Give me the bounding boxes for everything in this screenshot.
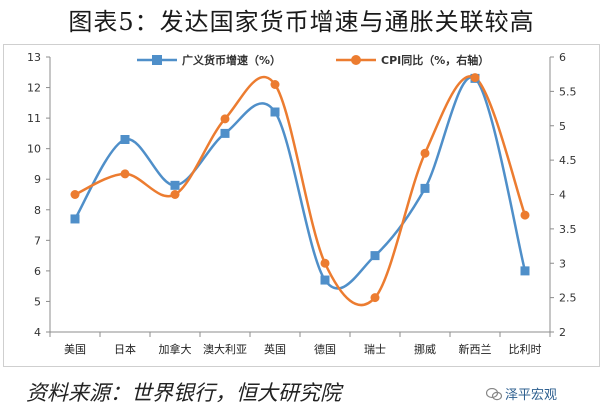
m2-growth-line [73, 75, 527, 290]
chart: 4 5 6 7 8 9 10 11 12 13 2 2.5 3 3.5 4 4.5 5 5.5 6 美国 日本 加拿大… [27, 51, 577, 356]
right-tick-label: 5 [559, 120, 566, 133]
cpi-point [470, 73, 480, 83]
right-tick-label: 5.5 [559, 85, 577, 98]
right-axis-ticks: 2 2.5 3 3.5 4 4.5 5 5.5 6 [550, 51, 577, 339]
category-labels: 美国 日本 加拿大 澳大利亚 英国 德国 瑞士 挪威 新西兰 比利时 [64, 342, 542, 356]
page-title: 图表5：发达国家货币增速与通胀关联较高 [68, 8, 535, 36]
category-label: 比利时 [509, 343, 542, 356]
right-tick-label: 4.5 [559, 154, 577, 167]
legend: 广义货币增速（%） CPI同比（%，右轴） [137, 53, 489, 67]
category-label: 美国 [64, 343, 86, 356]
left-tick-label: 12 [27, 82, 41, 95]
category-label: 加拿大 [159, 342, 192, 356]
m2-growth-point [370, 251, 380, 261]
m2-growth-point [270, 107, 280, 117]
wechat-icon [486, 388, 502, 401]
left-tick-label: 4 [34, 326, 41, 339]
category-label: 澳大利亚 [203, 342, 247, 356]
source-note: 资料来源：世界银行，恒大研究院 [26, 381, 341, 405]
right-tick-label: 3 [559, 257, 566, 270]
left-tick-label: 9 [34, 173, 41, 186]
legend-label-m2: 广义货币增速（%） [182, 53, 281, 67]
category-label: 瑞士 [364, 342, 386, 356]
cpi-point [220, 114, 230, 124]
category-label: 挪威 [414, 342, 436, 356]
cpi-point [70, 190, 80, 199]
series-markers [70, 73, 530, 303]
m2-growth-point [120, 135, 130, 144]
cpi-point [520, 210, 530, 220]
category-label: 德国 [314, 342, 336, 356]
left-tick-label: 6 [34, 265, 41, 278]
legend-marker-cpi [351, 55, 361, 65]
cpi-point [170, 190, 180, 199]
category-label: 日本 [114, 342, 136, 356]
right-tick-label: 2.5 [559, 292, 577, 305]
cpi-point [120, 169, 130, 179]
right-tick-label: 2 [559, 326, 566, 339]
left-tick-label: 10 [27, 143, 41, 156]
left-tick-label: 5 [34, 295, 41, 308]
left-axis-ticks: 4 5 6 7 8 9 10 11 12 13 [27, 51, 50, 339]
legend-marker-m2 [152, 55, 162, 65]
m2-growth-point [520, 266, 530, 276]
left-tick-label: 11 [27, 112, 41, 125]
watermark-text: 泽平宏观 [505, 388, 558, 403]
left-tick-label: 13 [27, 51, 41, 64]
m2-growth-point [220, 128, 230, 138]
category-label: 英国 [264, 342, 286, 356]
m2-growth-point [320, 275, 330, 285]
category-label: 新西兰 [459, 342, 492, 356]
right-tick-label: 3.5 [559, 223, 577, 236]
legend-label-cpi: CPI同比（%，右轴） [381, 53, 489, 67]
cpi-line [74, 75, 527, 307]
cpi-point [420, 148, 430, 158]
cpi-point [370, 293, 380, 303]
left-tick-label: 8 [34, 204, 41, 217]
m2-growth-point [420, 183, 430, 193]
m2-growth-point [70, 214, 80, 224]
series-lines [73, 75, 527, 307]
right-tick-label: 4 [559, 189, 566, 202]
m2-growth-point [170, 180, 180, 190]
cpi-point [270, 80, 280, 89]
left-tick-label: 7 [34, 234, 41, 247]
chart-frame [3, 44, 600, 367]
watermark: 泽平宏观 [486, 384, 557, 403]
cpi-point [320, 258, 330, 268]
right-tick-label: 6 [559, 51, 566, 64]
